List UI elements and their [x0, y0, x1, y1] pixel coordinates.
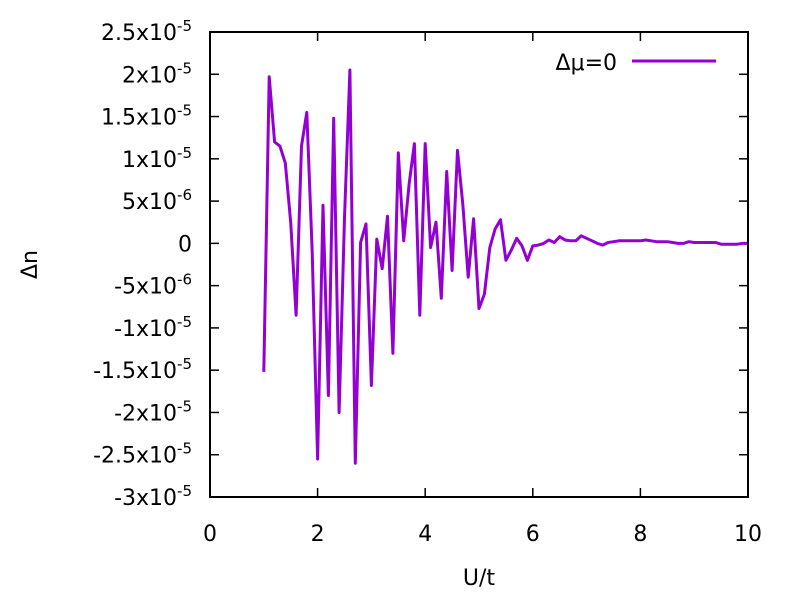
y-tick-exponent: -5: [177, 313, 192, 331]
y-tick-mantissa: -1.5x10: [93, 359, 177, 384]
y-tick-label: -1x10-5: [114, 313, 192, 342]
y-tick-label: 1.5x10-5: [101, 102, 192, 131]
y-tick-mantissa: -5x10: [114, 275, 177, 300]
x-tick-label: 10: [734, 522, 762, 547]
legend: Δμ=0: [556, 51, 716, 76]
y-tick-mantissa: 1x10: [122, 148, 177, 173]
y-tick-exponent: -5: [177, 355, 192, 373]
legend-label: Δμ=0: [556, 51, 617, 76]
y-tick-mantissa: -2.5x10: [93, 444, 177, 469]
y-tick-label: 2.5x10-5: [101, 17, 192, 46]
y-tick-label: -1.5x10-5: [93, 355, 192, 384]
y-tick-label: 1x10-5: [122, 144, 192, 173]
y-tick-mantissa: 2.5x10: [101, 21, 177, 46]
series-layer: [262, 68, 748, 465]
tick-labels-layer: 0 2 4 6 8 102.5x10-52x10-51.5x10-51x10-55x10-…: [93, 17, 762, 547]
y-tick-exponent: -5: [177, 102, 192, 120]
y-tick-mantissa: -2x10: [114, 401, 177, 426]
y-tick-exponent: -5: [177, 17, 192, 35]
x-tick-label: 2: [311, 522, 325, 547]
y-tick-exponent: -5: [177, 59, 192, 77]
y-tick-label: 2x10-5: [122, 59, 192, 88]
y-tick-mantissa: -3x10: [114, 486, 177, 511]
x-tick-label: 4: [418, 522, 432, 547]
y-tick-label: -3x10-5: [114, 482, 192, 511]
y-tick-exponent: -5: [177, 397, 192, 415]
ticks-layer: [209, 31, 749, 498]
y-axis-title: Δn: [18, 250, 43, 279]
y-tick-label: -2x10-5: [114, 397, 192, 426]
y-tick-exponent: -5: [177, 144, 192, 162]
x-axis-title: U/t: [463, 566, 496, 591]
y-tick-label: 0: [178, 232, 192, 257]
y-tick-mantissa: 0: [178, 232, 192, 257]
plot-frame: [209, 31, 749, 498]
y-tick-label: -5x10-6: [114, 271, 192, 300]
y-tick-label: 5x10-6: [122, 186, 192, 215]
x-tick-label: 6: [526, 522, 540, 547]
y-tick-label: -2.5x10-5: [93, 440, 192, 469]
y-tick-mantissa: 2x10: [122, 63, 177, 88]
y-tick-exponent: -5: [177, 482, 192, 500]
x-tick-label: 0: [203, 522, 217, 547]
y-tick-mantissa: 5x10: [122, 190, 177, 215]
y-tick-exponent: -6: [177, 186, 192, 204]
x-tick-label: 8: [633, 522, 647, 547]
y-tick-exponent: -5: [177, 440, 192, 458]
y-tick-exponent: -6: [177, 271, 192, 289]
y-tick-mantissa: -1x10: [114, 317, 177, 342]
series-line: [262, 68, 748, 465]
y-tick-mantissa: 1.5x10: [101, 106, 177, 131]
